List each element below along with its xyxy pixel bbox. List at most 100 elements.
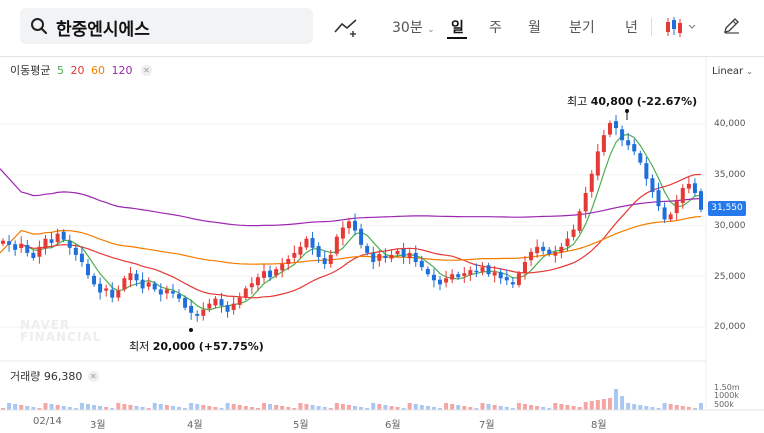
volume-bar xyxy=(547,408,552,410)
scale-mode-dropdown[interactable]: Linear ⌄ xyxy=(712,66,753,77)
interval-month-tab[interactable]: 월 xyxy=(528,20,541,36)
candle-body xyxy=(110,289,115,298)
volume-bar xyxy=(177,407,182,410)
volume-bar xyxy=(49,404,54,410)
volume-bar xyxy=(158,404,163,410)
volume-bar xyxy=(419,405,424,410)
volume-bar xyxy=(656,408,661,410)
volume-bar xyxy=(128,405,133,410)
moving-average-legend[interactable]: 이동평균 5 20 60 120 ✕ xyxy=(10,62,155,78)
volume-legend[interactable]: 거래량 96,380 ✕ xyxy=(10,368,99,384)
candle-body xyxy=(565,238,570,247)
candle-body xyxy=(535,246,540,254)
volume-bar xyxy=(462,406,467,410)
volume-tick-1.5m: 1.50m xyxy=(714,383,740,392)
interval-week-tab[interactable]: 주 xyxy=(489,20,502,36)
volume-bar xyxy=(261,403,266,410)
stock-search-box[interactable]: 한중엔시에스 xyxy=(20,8,313,44)
volume-bar xyxy=(213,407,218,410)
volume-bar xyxy=(565,405,570,410)
volume-bar xyxy=(474,408,479,410)
candle-body xyxy=(170,291,175,294)
interval-quarter-tab[interactable]: 분기 xyxy=(569,20,595,36)
candle-body xyxy=(146,282,151,287)
date-tick: 02/14 xyxy=(33,416,62,427)
candle-body xyxy=(638,153,643,163)
volume-bar xyxy=(61,406,66,410)
interval-year-tab[interactable]: 년 xyxy=(625,20,638,36)
date-tick: 8월 xyxy=(591,420,607,431)
candle-body xyxy=(444,278,449,283)
volume-bar xyxy=(607,398,612,410)
volume-value: 96,380 xyxy=(43,370,83,383)
candle-body xyxy=(650,178,655,193)
volume-bar xyxy=(571,406,576,410)
volume-bar xyxy=(595,400,600,410)
candle-body xyxy=(468,270,473,276)
volume-bar xyxy=(280,406,285,410)
candle-body xyxy=(61,231,66,240)
date-tick: 5월 xyxy=(293,420,309,431)
candle-body xyxy=(504,277,509,281)
chart-type-line-icon[interactable] xyxy=(334,16,358,38)
volume-bar xyxy=(19,405,24,410)
volume-bar xyxy=(589,401,594,410)
volume-bar xyxy=(219,408,224,410)
volume-bar xyxy=(407,403,412,410)
candle-body xyxy=(407,252,412,259)
price-tick-35000: 35,000 xyxy=(714,170,746,180)
candle-body xyxy=(49,239,54,243)
candle-body xyxy=(529,251,534,261)
candlestick-style-icon[interactable] xyxy=(664,15,700,39)
volume-bar xyxy=(104,407,109,410)
volume-bar xyxy=(699,403,703,410)
volume-bar xyxy=(614,389,619,410)
volume-bar xyxy=(535,406,540,410)
candle-body xyxy=(43,238,48,249)
close-icon[interactable]: ✕ xyxy=(87,371,99,382)
volume-bar xyxy=(632,404,637,410)
pencil-draw-icon[interactable] xyxy=(722,15,742,35)
interval-day-tab[interactable]: 일 xyxy=(451,20,464,36)
candle-body xyxy=(249,283,254,288)
candle-body xyxy=(304,238,309,248)
volume-bar xyxy=(365,408,370,410)
candle-body xyxy=(541,246,546,251)
candle-body xyxy=(334,236,339,254)
candle-body xyxy=(310,238,315,248)
ma-60-label: 60 xyxy=(90,64,105,77)
interval-30min-dropdown[interactable]: 30분 ⌄ xyxy=(392,20,435,36)
candle-body xyxy=(298,246,303,255)
candle-body xyxy=(632,144,637,152)
candle-body xyxy=(395,250,400,255)
candle-body xyxy=(195,314,200,316)
candle-body xyxy=(128,273,133,281)
close-icon[interactable]: ✕ xyxy=(140,65,152,76)
candle-body xyxy=(547,249,552,254)
high-price-annotation: 최고 40,800 (-22.67%) xyxy=(567,95,698,108)
volume-bar xyxy=(389,406,394,410)
candle-body xyxy=(322,258,327,265)
volume-bar xyxy=(201,405,206,410)
candle-body xyxy=(243,288,248,298)
candle-body xyxy=(589,173,594,192)
candle-body xyxy=(98,283,103,293)
candle-body xyxy=(365,246,370,253)
volume-bar xyxy=(468,407,473,410)
volume-bar xyxy=(583,402,588,410)
candle-body xyxy=(626,140,631,146)
volume-bar xyxy=(680,406,685,410)
top-toolbar: 한중엔시에스 30분 ⌄ 일 주 월 분기 년 xyxy=(0,0,764,57)
candle-body xyxy=(450,274,455,280)
candle-body xyxy=(492,272,497,276)
ma-5-label: 5 xyxy=(56,64,64,77)
candle-body xyxy=(571,229,576,237)
candle-body xyxy=(213,298,218,306)
candle-body xyxy=(158,289,163,295)
volume-bar xyxy=(110,408,115,410)
volume-bar xyxy=(255,408,260,410)
volume-bar xyxy=(116,403,121,410)
candle-body xyxy=(474,270,479,273)
low-marker-dot xyxy=(189,328,193,332)
